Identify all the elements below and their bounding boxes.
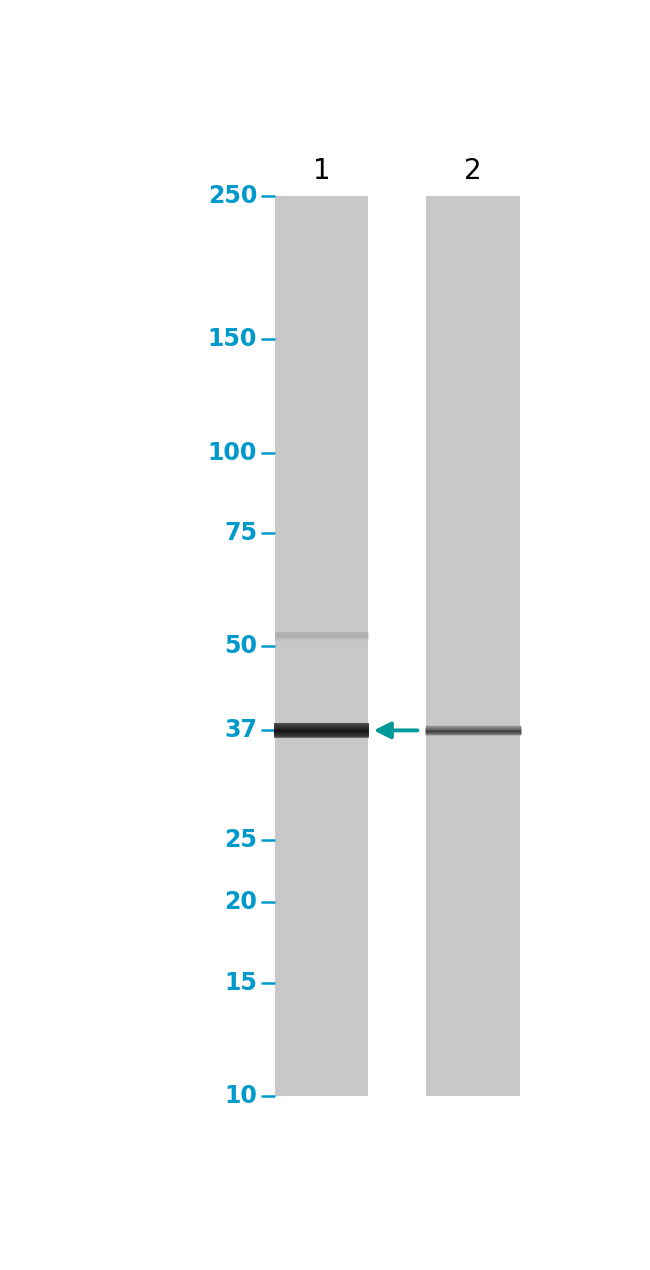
Text: 20: 20 xyxy=(224,890,257,914)
Bar xyxy=(275,197,369,1096)
Text: 15: 15 xyxy=(224,970,257,994)
Text: 10: 10 xyxy=(224,1085,257,1107)
Text: 37: 37 xyxy=(224,719,257,743)
Text: 150: 150 xyxy=(208,328,257,352)
Text: 250: 250 xyxy=(208,184,257,208)
Bar xyxy=(426,197,519,1096)
Bar xyxy=(275,726,369,735)
Text: 25: 25 xyxy=(224,828,257,852)
Bar xyxy=(275,632,369,639)
Bar xyxy=(426,728,519,733)
Text: 2: 2 xyxy=(464,156,482,184)
Text: 75: 75 xyxy=(224,521,257,545)
Text: 1: 1 xyxy=(313,156,331,184)
Text: 50: 50 xyxy=(224,634,257,658)
Text: 100: 100 xyxy=(208,441,257,465)
